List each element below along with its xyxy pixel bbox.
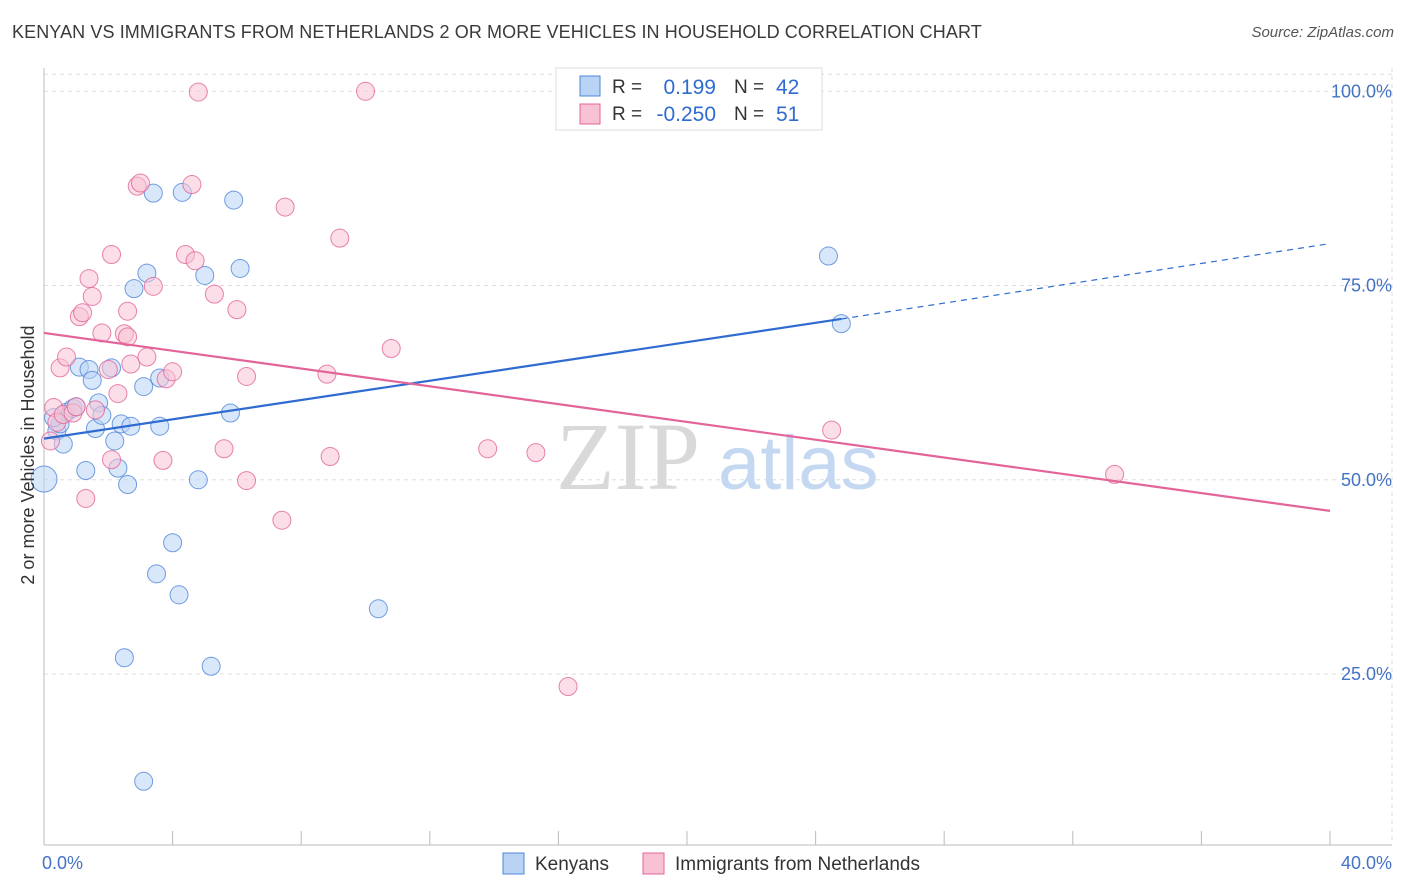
bottom-legend-swatch-kenyans [502,852,525,875]
kenyans-point-34 [220,403,240,423]
netherlands-point-49 [822,420,842,440]
netherlands-point-16 [102,450,122,470]
netherlands-point-45 [381,338,401,358]
netherlands-point-48 [558,676,578,696]
netherlands-point-5 [57,347,77,367]
legend-r-label-netherlands: R = [612,104,642,125]
series-legend: Kenyans Immigrants from Netherlands [502,852,920,875]
grid-lines [44,68,1393,845]
netherlands-point-42 [320,447,340,466]
kenyans-point-32 [195,265,215,285]
netherlands-point-40 [275,197,295,217]
legend-r-value-kenyans: 0.199 [663,76,716,99]
legend-swatch-netherlands [579,103,601,125]
netherlands-point-29 [163,362,183,382]
netherlands-point-50 [1105,464,1125,484]
netherlands-point-34 [204,284,224,304]
watermark-atlas: atlas [718,421,879,506]
kenyans-point-33 [201,656,221,676]
kenyans-point-0 [30,465,58,493]
legend-n-value-netherlands: 51 [776,103,799,126]
kenyans-trend-line [43,317,842,440]
bottom-legend-swatch-netherlands [642,852,665,875]
watermark-zip: ZIP [556,403,700,510]
x-tick-label-max: 40.0% [1341,853,1392,873]
legend-r-label-kenyans: R = [612,77,642,98]
netherlands-point-25 [137,347,157,367]
trend-lines [43,243,1331,512]
kenyans-point-28 [163,533,183,553]
netherlands-point-47 [526,443,546,463]
netherlands-trend-line [43,331,1331,512]
netherlands-point-43 [330,228,350,248]
y-tick-labels: 25.0% 50.0% 75.0% 100.0% [1331,81,1392,684]
kenyans-point-38 [818,246,838,266]
kenyans-point-17 [114,648,134,668]
kenyans-point-35 [224,190,244,210]
netherlands-point-37 [237,471,257,491]
netherlands-point-17 [102,244,122,264]
y-tick-label-2: 75.0% [1341,276,1392,296]
kenyans-point-24 [143,183,163,203]
x-tick-label-min: 0.0% [42,853,83,873]
axes [43,68,1392,846]
kenyans-point-36 [230,258,250,278]
legend-swatch-kenyans [579,75,601,97]
netherlands-point-44 [356,81,375,101]
netherlands-point-31 [182,175,202,195]
netherlands-point-32 [185,251,205,271]
legend-n-value-kenyans: 42 [776,76,799,99]
netherlands-point-12 [82,286,102,306]
netherlands-point-18 [108,384,128,404]
kenyans-point-31 [188,470,208,490]
netherlands-point-22 [121,354,141,374]
kenyans-point-22 [134,377,154,397]
netherlands-point-36 [227,300,247,320]
netherlands-point-27 [153,450,173,470]
netherlands-point-0 [40,431,60,451]
netherlands-point-41 [317,364,337,384]
netherlands-point-38 [237,366,257,386]
kenyans-point-37 [368,599,388,619]
bottom-legend-label-kenyans: Kenyans [535,854,609,875]
netherlands-point-7 [66,397,86,417]
source-label: Source: ZipAtlas.com [1251,24,1394,41]
netherlands-point-39 [272,510,292,530]
netherlands-point-21 [118,301,138,321]
netherlands-point-33 [188,82,208,102]
kenyans-point-9 [82,370,102,390]
legend-n-label-netherlands: N = [734,104,764,125]
netherlands-point-10 [76,488,96,508]
kenyans-point-25 [147,564,167,584]
netherlands-point-9 [73,303,93,323]
netherlands-point-24 [130,173,150,193]
chart-title: KENYAN VS IMMIGRANTS FROM NETHERLANDS 2 … [12,22,982,42]
y-axis-title: 2 or more Vehicles in Household [18,325,38,584]
kenyans-point-39 [831,314,851,334]
kenyans-trend-line-extension [841,243,1331,320]
kenyans-point-29 [169,585,189,605]
netherlands-point-15 [98,359,118,379]
netherlands-point-11 [79,269,99,289]
kenyans-point-7 [76,460,96,480]
netherlands-point-20 [118,327,138,347]
netherlands-point-35 [214,439,234,459]
y-tick-label-1: 50.0% [1341,470,1392,490]
netherlands-point-26 [143,276,163,296]
bottom-legend-label-netherlands: Immigrants from Netherlands [675,854,920,875]
legend-n-label-kenyans: N = [734,77,764,98]
netherlands-point-46 [478,439,498,459]
y-tick-label-3: 100.0% [1331,81,1392,101]
kenyans-point-14 [105,431,125,451]
watermark: ZIP atlas [556,403,879,510]
kenyans-point-18 [118,474,138,494]
legend-r-value-netherlands: -0.250 [656,103,716,126]
y-tick-label-0: 25.0% [1341,664,1392,684]
kenyans-point-20 [124,279,144,299]
netherlands-point-13 [85,400,105,420]
stats-legend: R = 0.199 N = 42 R = -0.250 N = 51 [555,67,823,131]
kenyans-point-21 [134,771,154,791]
